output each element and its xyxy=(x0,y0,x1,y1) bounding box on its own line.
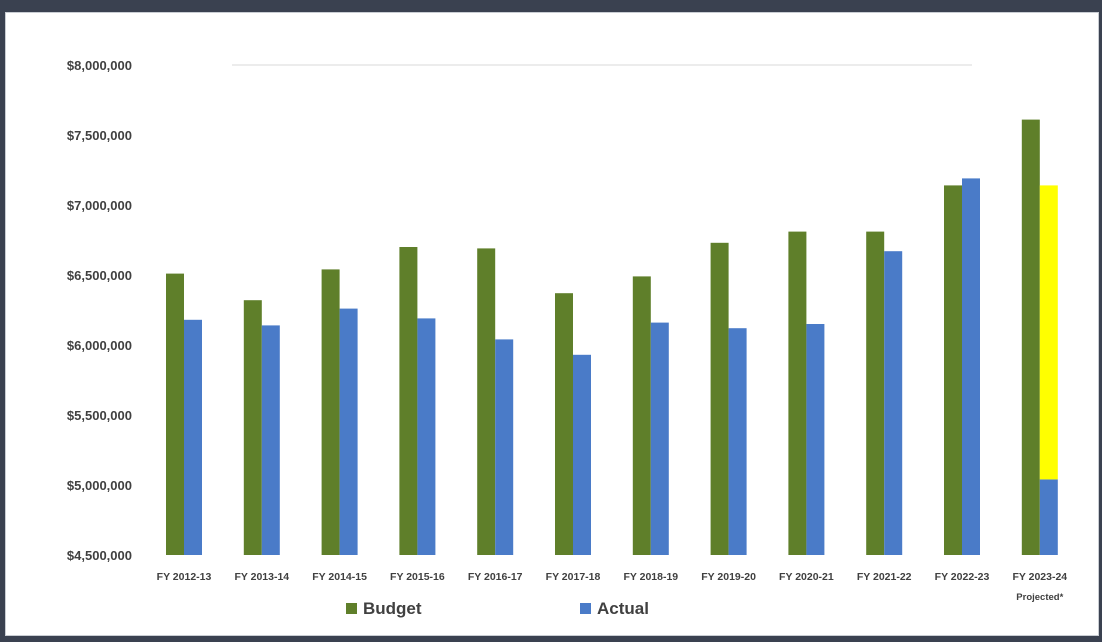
x-tick-label: FY 2019-20 xyxy=(701,571,756,583)
x-tick-label: FY 2017-18 xyxy=(546,571,601,583)
legend-label-actual: Actual xyxy=(597,599,649,618)
y-tick-label: $6,500,000 xyxy=(67,268,132,283)
bar-budget xyxy=(166,273,184,555)
x-tick-label: FY 2021-22 xyxy=(857,571,912,583)
bar-budget xyxy=(477,248,496,555)
y-tick-label: $8,000,000 xyxy=(67,58,132,73)
bar-budget xyxy=(866,231,885,555)
legend: Budget Actual xyxy=(346,599,649,618)
bar-actual xyxy=(417,318,436,555)
x-tick-label: FY 2022-23 xyxy=(935,571,990,583)
bar-budget xyxy=(555,293,573,555)
legend-swatch-budget xyxy=(346,603,357,614)
bar-budget xyxy=(243,300,262,555)
y-tick-label: $5,000,000 xyxy=(67,478,132,493)
chart-frame: $4,500,000 $5,000,000 $5,500,000 $6,000,000… xyxy=(5,12,1099,636)
x-tick-label: FY 2016-17 xyxy=(468,571,523,583)
x-tick-note: Projected* xyxy=(1016,592,1063,603)
bar-actual xyxy=(1039,479,1058,555)
chart: $4,500,000 $5,000,000 $5,500,000 $6,000,000… xyxy=(67,58,1068,618)
y-tick-label: $4,500,000 xyxy=(67,548,132,563)
y-tick-label: $7,500,000 xyxy=(67,128,132,143)
bar-actual xyxy=(650,322,669,555)
x-tick-label: FY 2013-14 xyxy=(234,571,289,583)
x-tick-label: FY 2020-21 xyxy=(779,571,834,583)
bar-actual xyxy=(962,178,980,555)
legend-label-budget: Budget xyxy=(363,599,422,618)
bar-budget xyxy=(321,269,340,555)
bar-budget xyxy=(632,276,651,555)
bar-actual xyxy=(184,319,202,555)
bar-actual xyxy=(495,339,514,555)
bar-actual xyxy=(573,354,591,555)
bar-actual xyxy=(806,324,825,555)
x-tick-label: FY 2023-24 xyxy=(1012,571,1067,583)
bars xyxy=(166,119,1058,556)
y-tick-label: $6,000,000 xyxy=(67,338,132,353)
bar-actual xyxy=(261,325,280,555)
x-tick-label: FY 2018-19 xyxy=(623,571,678,583)
y-tick-label: $5,500,000 xyxy=(67,408,132,423)
legend-swatch-actual xyxy=(580,603,591,614)
x-tick-label: FY 2014-15 xyxy=(312,571,367,583)
bar-actual xyxy=(728,328,747,555)
y-axis: $4,500,000 $5,000,000 $5,500,000 $6,000,000… xyxy=(67,58,132,563)
bar-budget xyxy=(1021,119,1040,555)
x-tick-label: FY 2012-13 xyxy=(157,571,212,583)
x-axis: FY 2012-13 FY 2013-14 FY 2014-15 FY 2015-16… xyxy=(157,571,1068,603)
bar-budget xyxy=(944,185,962,555)
bar-projected-segment xyxy=(1039,185,1058,480)
bar-budget xyxy=(788,231,807,555)
y-tick-label: $7,000,000 xyxy=(67,198,132,213)
bar-budget xyxy=(710,242,729,556)
x-tick-label: FY 2015-16 xyxy=(390,571,445,583)
bar-budget xyxy=(399,247,418,555)
bar-actual xyxy=(339,308,358,555)
bar-actual xyxy=(884,251,903,555)
